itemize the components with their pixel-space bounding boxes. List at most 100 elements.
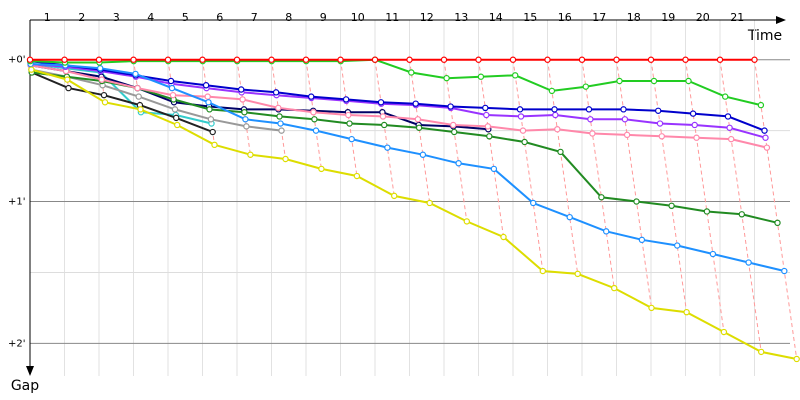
lap-point xyxy=(172,114,180,122)
lap-point xyxy=(272,89,280,96)
lap-point xyxy=(585,106,593,113)
lap-point xyxy=(414,116,422,123)
lap-point xyxy=(691,121,698,129)
y-tick-label: +0' xyxy=(8,55,26,66)
lap-point xyxy=(509,56,517,63)
lap-point xyxy=(611,284,618,292)
lap-point xyxy=(486,133,493,140)
lap-connector xyxy=(719,59,762,352)
lap-point xyxy=(302,56,310,63)
lap-point xyxy=(530,199,537,207)
lap-point xyxy=(28,66,35,73)
x-tick-label: 3 xyxy=(113,11,120,24)
lap-point xyxy=(685,77,692,85)
lap-point xyxy=(199,56,206,63)
lap-point xyxy=(130,56,137,63)
lap-point xyxy=(682,56,689,63)
lap-point xyxy=(763,144,771,151)
lap-point xyxy=(26,56,34,63)
lap-point xyxy=(278,127,285,134)
lap-point xyxy=(205,99,212,106)
lap-point xyxy=(169,91,177,99)
lap-point xyxy=(134,84,141,92)
lap-point xyxy=(475,56,482,63)
lap-point xyxy=(101,99,109,106)
lap-point xyxy=(463,218,470,225)
series-line xyxy=(30,64,768,149)
lap-point xyxy=(762,134,769,141)
lap-point xyxy=(728,135,735,143)
lap-point xyxy=(781,267,788,275)
lap-point xyxy=(268,56,275,63)
lap-point xyxy=(371,56,379,63)
series-line xyxy=(30,60,765,132)
x-tick-label: 13 xyxy=(454,11,468,24)
lap-point xyxy=(484,123,492,130)
lap-point xyxy=(337,56,344,63)
lap-point xyxy=(598,194,605,201)
series-line xyxy=(30,58,762,107)
lap-point xyxy=(738,211,746,218)
lap-point xyxy=(751,56,758,63)
x-tick-label: 10 xyxy=(351,11,365,24)
lap-point xyxy=(512,72,519,79)
x-tick-label: 7 xyxy=(251,11,258,24)
lap-point xyxy=(202,82,210,89)
lap-point xyxy=(668,202,675,210)
x-axis-title: Time xyxy=(747,28,782,44)
lap-point xyxy=(745,259,752,266)
lap-point xyxy=(551,106,558,113)
lap-point xyxy=(353,172,361,180)
lap-point xyxy=(164,56,172,63)
lap-point xyxy=(539,267,547,275)
lap-point xyxy=(447,103,454,110)
lap-point xyxy=(412,100,419,107)
series-line xyxy=(31,71,214,133)
lap-point xyxy=(724,113,732,120)
lap-point xyxy=(419,151,427,158)
lap-connector xyxy=(443,59,468,222)
lap-point xyxy=(720,328,728,336)
lap-point xyxy=(793,355,800,363)
lap-point xyxy=(408,69,415,76)
lap-point xyxy=(239,96,246,103)
lap-connector xyxy=(547,59,579,274)
lap-point xyxy=(243,123,250,130)
lap-point xyxy=(233,56,241,63)
lap-point xyxy=(451,128,458,136)
lap-connector xyxy=(616,59,652,308)
lap-point xyxy=(346,120,353,127)
lap-connector xyxy=(650,59,688,313)
lap-point xyxy=(648,304,655,312)
lap-point xyxy=(167,77,175,85)
x-tick-label: 1 xyxy=(44,11,51,24)
lap-point xyxy=(689,110,697,117)
lap-point xyxy=(345,111,352,119)
lap-point xyxy=(377,99,385,106)
lap-point xyxy=(96,65,104,72)
series-line xyxy=(31,68,797,360)
lap-point xyxy=(135,93,142,100)
lap-point xyxy=(275,104,282,112)
lap-connector xyxy=(685,59,725,333)
y-tick-label: +2' xyxy=(8,338,26,349)
lap-point xyxy=(312,127,320,134)
lap-point xyxy=(95,56,103,63)
y-axis-arrow xyxy=(26,366,34,376)
lap-point xyxy=(623,131,631,139)
lap-point xyxy=(587,116,594,123)
lap-point xyxy=(774,219,781,227)
x-tick-label: 18 xyxy=(627,11,641,24)
lap-point xyxy=(693,134,700,141)
x-tick-label: 2 xyxy=(78,11,85,24)
lap-point xyxy=(207,116,215,123)
lap-point xyxy=(616,77,623,85)
lap-point xyxy=(650,77,658,85)
lap-point xyxy=(171,106,179,113)
lap-point xyxy=(656,120,664,127)
lap-point xyxy=(132,70,139,78)
lap-point xyxy=(703,208,711,215)
lap-point xyxy=(761,127,768,134)
lap-point xyxy=(209,128,216,136)
lap-connector xyxy=(754,59,798,360)
